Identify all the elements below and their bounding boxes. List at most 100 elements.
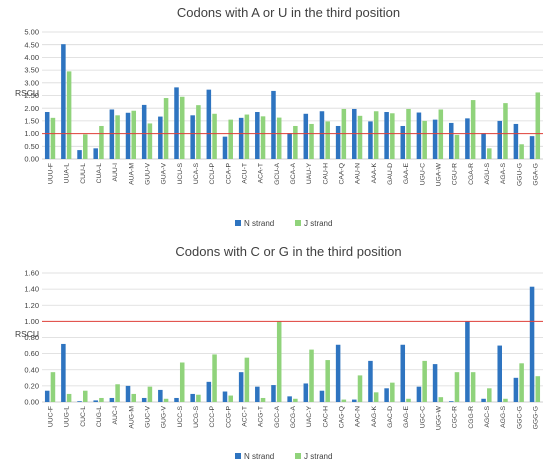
- j-strand-bar-cug-l: [99, 397, 104, 402]
- n-strand-bar-uca-s: [190, 115, 195, 159]
- x-category-label: AUG-M: [128, 406, 135, 429]
- n-strand-bar-aua-m: [125, 112, 131, 159]
- x-category-label: CUU-L: [80, 163, 87, 184]
- x-category-label: UCC-S: [177, 406, 184, 428]
- j-strand-bar-gag-e: [406, 398, 411, 402]
- n-strand-bar-cac-h: [319, 390, 325, 402]
- x-category-label: CGU-R: [452, 163, 459, 185]
- legend-swatch-n-strand: [235, 453, 241, 459]
- j-strand-bar-cgu-r: [454, 134, 460, 159]
- legend-label-j-strand: J strand: [304, 219, 332, 228]
- j-strand-bar-gcu-a: [276, 117, 282, 159]
- x-category-label: UGU-C: [419, 163, 426, 185]
- y-axis-label: RSCU: [15, 329, 39, 339]
- j-strand-bar-agu-s: [487, 148, 492, 159]
- n-strand-bar-acu-t: [238, 117, 244, 159]
- x-category-label: CUA-L: [96, 163, 103, 184]
- n-strand-bar-ucg-s: [190, 393, 195, 402]
- n-strand-bar-agu-s: [481, 133, 486, 159]
- x-category-label: GAA-E: [403, 163, 410, 185]
- n-strand-bar-acc-t: [238, 372, 244, 402]
- j-strand-bar-ucu-s: [179, 96, 185, 159]
- x-category-label: CAG-Q: [338, 406, 345, 428]
- n-strand-bar-aag-k: [368, 360, 373, 402]
- j-strand-bar-uuc-f: [50, 372, 56, 402]
- y-tick-label: 0.50: [24, 142, 39, 151]
- j-strand-bar-acg-t: [260, 397, 266, 402]
- y-tick-label: 3.50: [24, 66, 39, 75]
- x-category-label: AAA-K: [371, 163, 378, 184]
- j-strand-bar-ugg-w: [438, 397, 444, 402]
- j-strand-bar-gua-v: [163, 98, 169, 159]
- y-tick-label: 1.20: [24, 301, 39, 310]
- x-category-label: AAU-N: [355, 163, 362, 184]
- x-category-label: UUA-L: [64, 163, 71, 184]
- x-category-label: CAA-Q: [338, 163, 345, 185]
- j-strand-bar-cca-p: [228, 119, 233, 159]
- j-strand-bar-cac-h: [325, 360, 330, 402]
- n-strand-bar-ucu-s: [174, 87, 179, 159]
- legend-swatch-j-strand: [295, 220, 301, 226]
- y-tick-label: 1.50: [24, 117, 39, 126]
- j-strand-bar-cuu-l: [83, 134, 88, 159]
- j-strand-bar-uuu-f: [50, 117, 56, 159]
- j-strand-bar-aug-m: [131, 393, 137, 402]
- y-tick-label: 0.80: [24, 333, 39, 342]
- x-category-label: AUA-M: [128, 163, 135, 185]
- x-category-label: UCU-S: [177, 163, 184, 185]
- j-strand-bar-ggu-g: [519, 144, 524, 159]
- j-strand-bar-gau-d: [390, 113, 395, 159]
- x-category-label: GCG-A: [290, 406, 297, 429]
- n-strand-bar-gac-d: [384, 388, 389, 402]
- j-strand-bar-cuc-l: [83, 390, 88, 402]
- j-strand-bar-auu-i: [115, 115, 120, 159]
- n-strand-bar-ggg-g: [529, 286, 535, 402]
- n-strand-bar-gag-e: [400, 344, 406, 402]
- chart-title: Codons with A or U in the third position: [177, 5, 400, 20]
- n-strand-bar-cgc-r: [448, 401, 454, 402]
- y-tick-label: 1.60: [24, 269, 39, 278]
- y-tick-label: 2.50: [24, 91, 39, 100]
- n-strand-bar-gcc-a: [271, 385, 276, 402]
- n-strand-bar-guc-v: [141, 397, 147, 402]
- j-strand-bar-gca-a: [293, 125, 298, 159]
- x-category-label: AGU-S: [484, 163, 491, 185]
- n-strand-bar-cua-l: [93, 148, 98, 159]
- j-strand-bar-aaa-k: [373, 111, 379, 159]
- n-strand-bar-ucc-s: [174, 397, 179, 402]
- x-category-label: UCG-S: [193, 406, 200, 428]
- j-strand-bar-gcg-a: [293, 398, 298, 402]
- x-category-label: GUC-V: [145, 406, 152, 428]
- x-category-label: CUC-L: [80, 406, 87, 427]
- x-category-label: GUU-V: [145, 163, 152, 185]
- j-strand-bar-cgg-r: [470, 372, 476, 402]
- x-category-label: CCU-P: [209, 163, 216, 185]
- j-strand-bar-uau-y: [309, 123, 314, 159]
- n-strand-bar-gau-d: [384, 112, 389, 159]
- y-tick-label: 5.00: [24, 28, 39, 37]
- n-strand-bar-ugu-c: [416, 112, 422, 159]
- j-strand-bar-gga-g: [535, 92, 541, 159]
- x-category-label: AUU-I: [112, 163, 119, 182]
- n-strand-bar-cau-h: [319, 111, 325, 159]
- j-strand-bar-aua-m: [131, 110, 137, 159]
- n-strand-bar-gca-a: [287, 133, 292, 159]
- y-tick-label: 0.60: [24, 349, 39, 358]
- x-category-label: AUC-I: [112, 406, 119, 425]
- n-strand-bar-agg-s: [497, 345, 502, 402]
- x-category-label: UUG-L: [64, 406, 71, 427]
- y-tick-label: 0.00: [24, 398, 39, 407]
- x-category-label: GUA-V: [161, 163, 168, 185]
- x-category-label: GCA-A: [290, 163, 297, 185]
- x-category-label: GCU-A: [274, 163, 281, 185]
- n-strand-bar-auu-i: [109, 109, 115, 159]
- j-strand-bar-gcc-a: [276, 321, 282, 402]
- j-strand-bar-ccg-p: [228, 395, 233, 402]
- x-category-label: GAU-D: [387, 163, 394, 185]
- j-strand-bar-cua-l: [99, 125, 104, 159]
- j-strand-bar-ucg-s: [196, 394, 201, 402]
- n-strand-bar-agc-s: [481, 398, 486, 402]
- x-category-label: CGG-R: [468, 406, 475, 429]
- j-strand-bar-ugc-c: [422, 360, 427, 402]
